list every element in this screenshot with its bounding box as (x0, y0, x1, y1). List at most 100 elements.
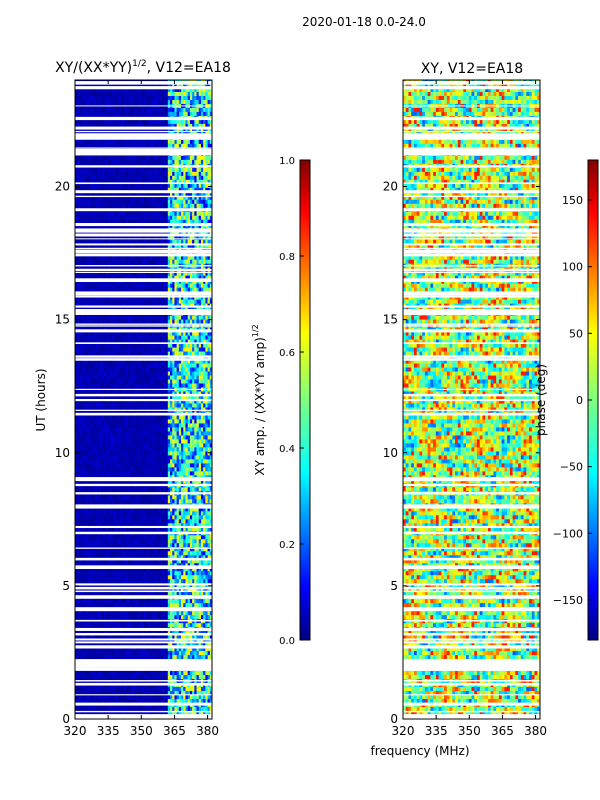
heatmap-cell (83, 379, 87, 385)
heatmap-cell (178, 239, 182, 245)
heatmap-cell (77, 219, 81, 225)
heatmap-cell (207, 299, 211, 305)
heatmap-cell (172, 243, 176, 249)
heatmap-cell (147, 275, 151, 281)
heatmap-cell (139, 219, 142, 225)
heatmap-cell (136, 335, 140, 341)
heatmap-cell (81, 219, 85, 225)
heatmap-cell (181, 219, 184, 225)
heatmap-cell (200, 347, 204, 353)
heatmap-cell (136, 139, 140, 145)
heatmap-cell (185, 295, 189, 301)
heatmap-cell (90, 127, 94, 133)
heatmap-cell (141, 275, 145, 281)
heatmap-cell (97, 295, 100, 301)
heatmap-cell (99, 359, 103, 365)
heatmap-cell (141, 167, 145, 173)
heatmap-cell (90, 399, 94, 405)
heatmap-cell (147, 171, 151, 177)
heatmap-cell (88, 331, 92, 337)
heatmap-cell (123, 203, 127, 209)
heatmap-cell (132, 95, 136, 101)
heatmap-cell (121, 123, 125, 129)
heatmap-cell (86, 271, 89, 277)
heatmap-cell (132, 139, 136, 145)
heatmap-cell (145, 203, 149, 209)
heatmap-cell (154, 359, 158, 365)
heatmap-cell (88, 371, 92, 377)
heatmap-cell (99, 183, 103, 189)
heatmap-cell (77, 383, 81, 389)
heatmap-cell (134, 123, 138, 129)
heatmap-cell (92, 355, 96, 361)
heatmap-cell (79, 167, 83, 173)
heatmap-cell (77, 271, 81, 277)
heatmap-cell (128, 275, 131, 281)
heatmap-cell (176, 111, 180, 117)
heatmap-cell (174, 331, 178, 337)
heatmap-cell (167, 123, 171, 129)
heatmap-cell (108, 143, 111, 149)
heatmap-cell (170, 391, 173, 397)
heatmap-cell (119, 375, 122, 381)
heatmap-cell (136, 175, 140, 181)
heatmap-cell (114, 343, 118, 349)
heatmap-cell (110, 191, 114, 197)
heatmap-cell (143, 195, 147, 201)
heatmap-cell (114, 215, 118, 221)
heatmap-cell (185, 331, 189, 337)
heatmap-cell (116, 391, 120, 397)
heatmap-cell (163, 271, 167, 277)
heatmap-cell (203, 179, 206, 185)
heatmap-cell (81, 123, 85, 129)
heatmap-cell (174, 375, 178, 381)
heatmap-cell (132, 371, 136, 377)
heatmap-cell (86, 299, 89, 305)
heatmap-cell (79, 99, 83, 105)
heatmap-cell (88, 219, 92, 225)
heatmap-cell (77, 367, 81, 373)
heatmap-cell (108, 275, 111, 281)
heatmap-cell (170, 167, 173, 173)
heatmap-cell (103, 219, 107, 225)
heatmap-cell (154, 123, 158, 129)
heatmap-cell (136, 95, 140, 101)
heatmap-cell (136, 315, 140, 321)
heatmap-cell (110, 335, 114, 341)
heatmap-cell (174, 219, 178, 225)
heatmap-cell (161, 211, 164, 217)
heatmap-cell (156, 215, 160, 221)
heatmap-cell (170, 275, 173, 281)
heatmap-cell (130, 127, 134, 133)
heatmap-cell (167, 167, 171, 173)
heatmap-cell (178, 243, 182, 249)
heatmap-cell (94, 119, 98, 125)
heatmap-cell (178, 191, 182, 197)
heatmap-cell (121, 371, 125, 377)
heatmap-cell (203, 275, 206, 281)
heatmap-cell (161, 259, 164, 265)
heatmap-cell (108, 315, 111, 321)
heatmap-cell (123, 99, 127, 105)
heatmap-cell (154, 139, 158, 145)
heatmap-cell (203, 255, 206, 261)
heatmap-cell (196, 383, 200, 389)
heatmap-cell (178, 319, 182, 325)
heatmap-cell (170, 299, 173, 305)
heatmap-cell (185, 375, 189, 381)
heatmap-cell (145, 139, 149, 145)
heatmap-cell (114, 275, 118, 281)
heatmap-cell (86, 335, 89, 341)
heatmap-cell (167, 335, 171, 341)
heatmap-cell (103, 275, 107, 281)
heatmap-cell (105, 391, 109, 397)
heatmap-cell (99, 379, 103, 385)
heatmap-cell (116, 355, 120, 361)
heatmap-cell (172, 175, 176, 181)
heatmap-cell (75, 331, 78, 337)
heatmap-cell (163, 127, 167, 133)
heatmap-cell (114, 119, 118, 125)
heatmap-cell (194, 363, 198, 369)
heatmap-cell (203, 239, 206, 245)
heatmap-cell (165, 275, 169, 281)
